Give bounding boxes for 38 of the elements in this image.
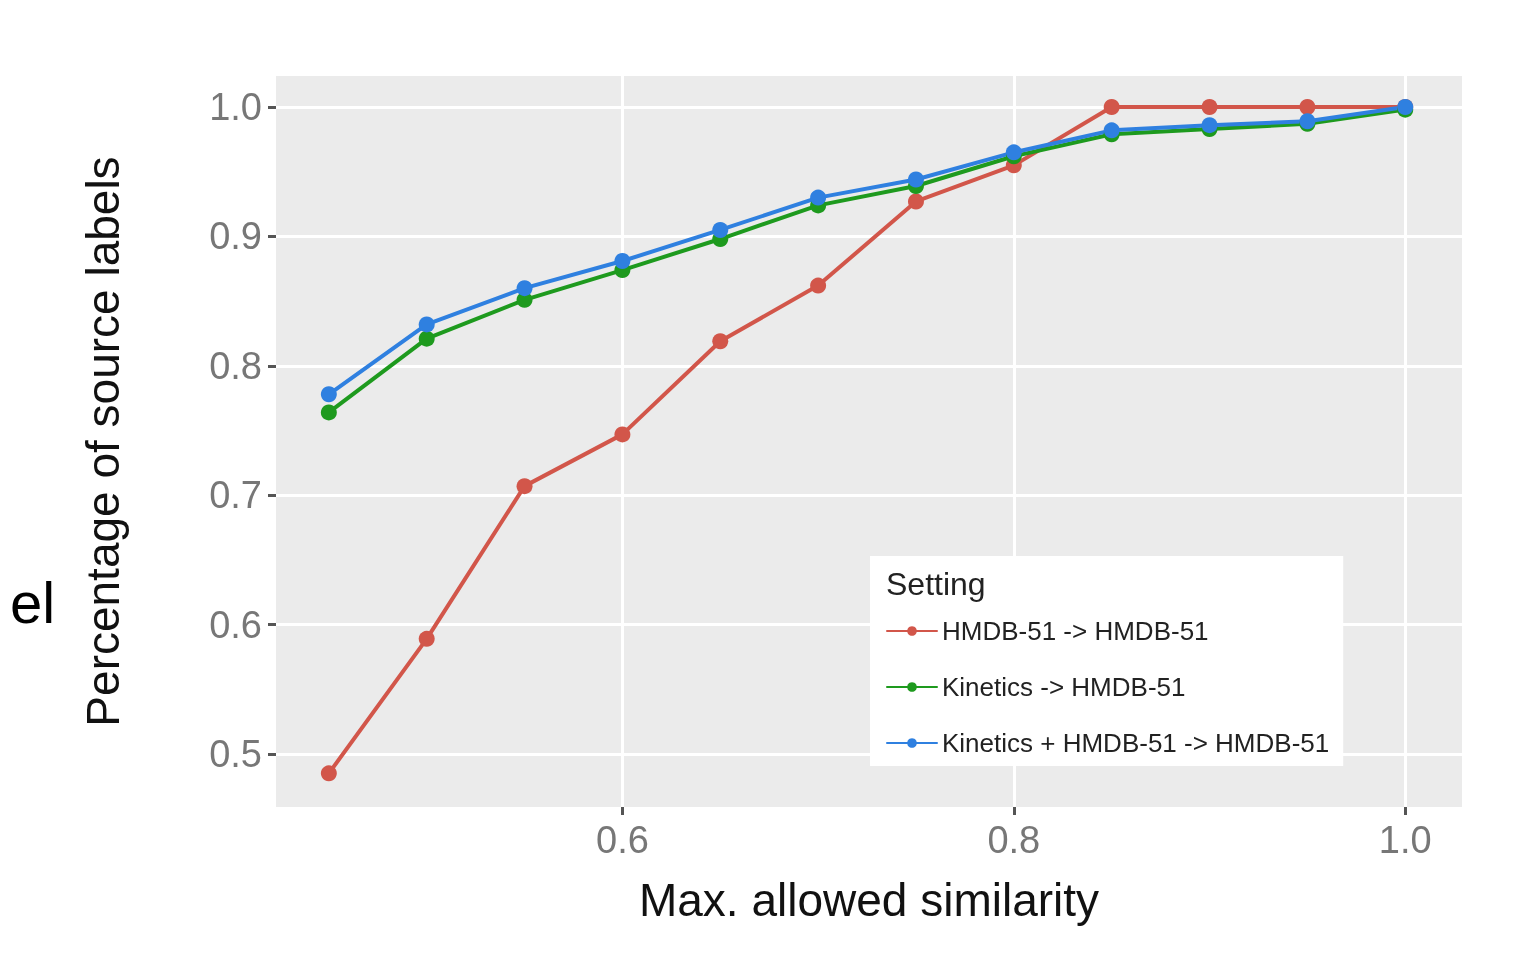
point [614, 426, 631, 443]
point [712, 333, 729, 350]
point [1201, 117, 1218, 134]
point [418, 630, 435, 647]
x-tick-label: 0.6 [595, 819, 649, 861]
y-tick-label: 0.5 [209, 732, 262, 775]
point [516, 280, 533, 297]
point [1201, 99, 1218, 116]
point [614, 253, 631, 270]
point [320, 765, 337, 782]
x-tick-label: 1.0 [1378, 819, 1432, 861]
point [418, 316, 435, 333]
y-tick-label: 0.9 [209, 215, 262, 258]
point [1299, 99, 1316, 116]
y-tick-label: 1.0 [209, 86, 262, 129]
point [320, 386, 337, 403]
y-tick-label: 0.6 [209, 603, 262, 646]
y-tick-label: 0.8 [209, 344, 262, 387]
y-tick-label: 0.7 [209, 474, 262, 517]
x-tick-label: 0.8 [987, 819, 1041, 861]
text: el [10, 569, 56, 635]
x-axis-title: Max. allowed similarity [638, 874, 1100, 926]
point [712, 221, 729, 238]
point [907, 171, 924, 188]
legend-label: HMDB-51 -> HMDB-51 [942, 616, 1209, 646]
legend-label: Kinetics + HMDB-51 -> HMDB-51 [942, 728, 1330, 758]
point [1103, 122, 1120, 139]
point [810, 189, 827, 206]
point [516, 478, 533, 495]
point [907, 193, 924, 210]
point [320, 404, 337, 421]
point [1005, 144, 1022, 161]
point [418, 330, 435, 347]
legend-label: Kinetics -> HMDB-51 [942, 672, 1186, 702]
y-axis-title: Percentage of source labels [77, 156, 129, 727]
point [810, 277, 827, 294]
point [1103, 99, 1120, 116]
legend-title: Setting [886, 566, 986, 602]
